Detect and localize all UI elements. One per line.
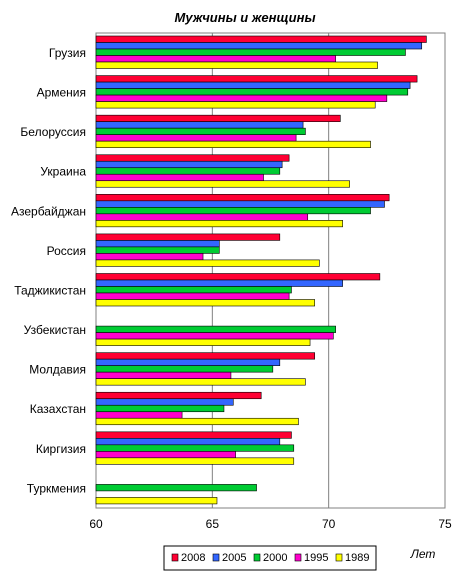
bar-2008 [95,431,292,439]
bar-2000 [95,404,225,413]
category-label: Армения [37,86,86,100]
legend: 2008 2005 2000 1995 1989 [171,552,369,564]
category-label: Молдавия [29,363,86,377]
legend-label: 2005 [222,552,246,564]
legend-swatch-1995 [294,553,302,562]
bar-2005 [95,81,411,89]
bar-1995 [95,134,297,142]
bar-1995 [95,253,204,261]
bar-1995 [95,332,334,340]
legend-label: 1989 [345,552,369,564]
bar-1995 [95,173,264,182]
bar-1995 [95,371,232,379]
bar-2005 [95,279,343,287]
bar-1995 [95,213,309,221]
bar-1989 [95,61,378,69]
bar-2000 [95,484,257,492]
category-label: Украина [40,165,86,179]
bar-2005 [95,240,220,248]
plot-area [95,32,446,509]
bar-1989 [95,220,343,228]
bar-2000 [95,48,406,56]
category-labels: Грузия Армения Белоруссия Украина Азербайджа… [11,46,86,495]
category-label: Туркмения [27,481,86,495]
legend-swatch-2005 [212,553,220,562]
category-label: Казахстан [30,402,86,416]
bar-1995 [95,451,236,459]
category-label: Узбекистан [24,323,86,337]
bar-1989 [95,457,295,465]
x-axis-label: Лет [410,547,436,561]
bar-2000 [95,365,274,373]
bar-1989 [95,259,320,267]
bar-2005 [95,398,234,406]
legend-label: 2008 [181,552,205,564]
bar-2005 [95,200,385,208]
category-label: Белоруссия [20,125,86,139]
bar-1989 [95,299,316,307]
x-tick-label: 70 [322,517,336,531]
legend-swatch-2000 [253,553,261,562]
bar-1989 [95,338,311,346]
bar-2000 [95,246,220,254]
bar-2005 [95,121,304,129]
bar-1989 [95,497,218,505]
bar-2008 [95,352,316,360]
x-tick-label: 60 [89,517,103,531]
category-label: Киргизия [36,442,86,456]
bar-2005 [95,42,423,50]
bar-2008 [95,35,427,43]
legend-swatch-2008 [171,553,179,562]
bar-1989 [95,101,376,109]
bar-2008 [95,194,390,202]
bar-2008 [95,154,290,162]
category-label: Азербайджан [11,204,86,218]
bar-2008 [95,273,381,281]
x-tick-label: 75 [438,517,452,531]
bar-2005 [95,438,281,446]
bar-2008 [95,75,418,83]
bar-2008 [95,233,281,241]
bar-2005 [95,358,281,366]
legend-label: 1995 [304,552,328,564]
bar-1989 [95,417,299,426]
bar-2000 [95,88,409,96]
bar-2000 [95,167,281,175]
bar-2000 [95,444,295,452]
gridlines [211,33,330,508]
bar-2000 [95,286,292,294]
bar-2000 [95,207,371,215]
category-label: Россия [47,244,86,258]
bar-1989 [95,378,306,386]
legend-label: 2000 [263,552,287,564]
bar-1989 [95,180,350,188]
category-label: Таджикистан [14,283,86,297]
bar-2008 [95,114,341,122]
x-tick-label: 65 [206,517,220,531]
bar-2000 [95,325,336,333]
bar-1995 [95,55,336,63]
bar-2008 [95,391,262,400]
bars-group [95,35,427,505]
bar-1995 [95,94,388,102]
legend-swatch-1989 [335,553,343,562]
category-label: Грузия [49,46,86,60]
bar-1989 [95,140,371,148]
x-tick-labels: 60 65 70 75 [89,517,452,531]
bar-1995 [95,411,183,419]
chart-title: Мужчины и женщины [174,10,315,25]
bar-1995 [95,292,290,300]
bar-2005 [95,160,283,169]
bar-2000 [95,127,306,135]
